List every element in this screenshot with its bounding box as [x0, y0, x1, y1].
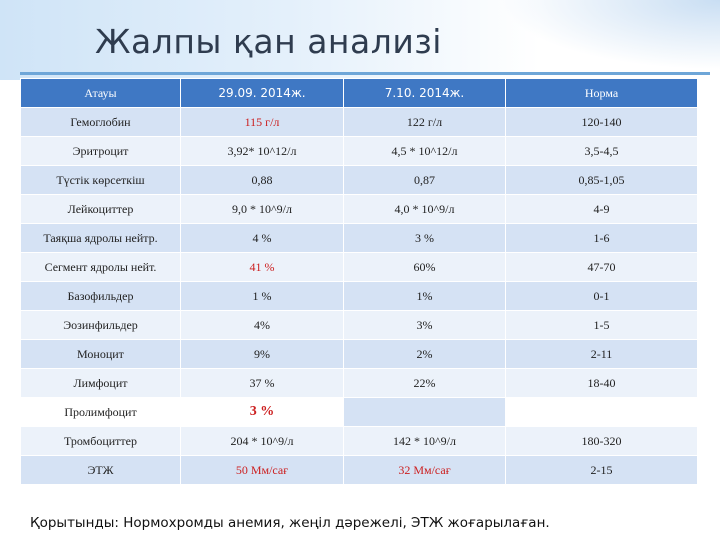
table-row: Таяқша ядролы нейтр. 4 % 3 % 1-6: [20, 223, 698, 253]
row-norm: 2-11: [505, 339, 698, 369]
row-value-2: 2%: [343, 339, 506, 369]
row-norm: 0,85-1,05: [505, 165, 698, 195]
corner-decoration: [500, 0, 720, 70]
row-value-2: 4,5 * 10^12/л: [343, 136, 506, 166]
row-norm: [505, 397, 698, 427]
row-value-2: 60%: [343, 252, 506, 282]
row-norm: 3,5-4,5: [505, 136, 698, 166]
row-value-2: 3 %: [343, 223, 506, 253]
row-name: Эритроцит: [20, 136, 181, 166]
title-divider: [20, 72, 710, 75]
row-value-1: 3 %: [180, 397, 344, 427]
row-name: ЭТЖ: [20, 455, 181, 485]
table-row: ЭТЖ 50 Мм/сағ 32 Мм/сағ 2-15: [20, 455, 698, 485]
row-norm: 18-40: [505, 368, 698, 398]
table-row: Эозинфильдер 4% 3% 1-5: [20, 310, 698, 340]
row-value-2: 0,87: [343, 165, 506, 195]
table-row: Сегмент ядролы нейт. 41 % 60% 47-70: [20, 252, 698, 282]
row-norm: 1-6: [505, 223, 698, 253]
row-norm: 120-140: [505, 107, 698, 137]
row-value-2: 22%: [343, 368, 506, 398]
row-value-1: 3,92* 10^12/л: [180, 136, 344, 166]
page-title: Жалпы қан анализі: [95, 22, 442, 61]
row-name: Лейкоциттер: [20, 194, 181, 224]
row-value-1: 115 г/л: [180, 107, 344, 137]
row-value-1: 4%: [180, 310, 344, 340]
row-value-2: 1%: [343, 281, 506, 311]
conclusion-text: Қорытынды: Нормохромды анемия, жеңіл дәр…: [30, 515, 550, 531]
table-row: Гемоглобин 115 г/л 122 г/л 120-140: [20, 107, 698, 137]
row-name: Эозинфильдер: [20, 310, 181, 340]
row-name: Сегмент ядролы нейт.: [20, 252, 181, 282]
row-value-2: 4,0 * 10^9/л: [343, 194, 506, 224]
table-row: Пролимфоцит 3 %: [20, 397, 698, 427]
row-name: Түстік көрсеткіш: [20, 165, 181, 195]
row-value-2: 32 Мм/сағ: [343, 455, 506, 485]
row-value-1: 50 Мм/сағ: [180, 455, 344, 485]
row-name: Базофильдер: [20, 281, 181, 311]
table-row: Лейкоциттер 9,0 * 10^9/л 4,0 * 10^9/л 4-…: [20, 194, 698, 224]
row-value-1: 9,0 * 10^9/л: [180, 194, 344, 224]
header-date-2: 7.10. 2014ж.: [343, 78, 506, 108]
row-value-1: 37 %: [180, 368, 344, 398]
row-norm: 2-15: [505, 455, 698, 485]
row-value-2: 3%: [343, 310, 506, 340]
row-norm: 1-5: [505, 310, 698, 340]
row-value-2: [343, 397, 506, 427]
header-date-1: 29.09. 2014ж.: [180, 78, 344, 108]
row-name: Пролимфоцит: [20, 397, 181, 427]
row-name: Тромбоциттер: [20, 426, 181, 456]
header-norm: Норма: [505, 78, 698, 108]
header-name: Атауы: [20, 78, 181, 108]
table-row: Базофильдер 1 % 1% 0-1: [20, 281, 698, 311]
row-norm: 4-9: [505, 194, 698, 224]
row-norm: 0-1: [505, 281, 698, 311]
table-row: Лимфоцит 37 % 22% 18-40: [20, 368, 698, 398]
row-value-1: 1 %: [180, 281, 344, 311]
row-value-1: 9%: [180, 339, 344, 369]
row-value-1: 204 * 10^9/л: [180, 426, 344, 456]
row-value-1: 41 %: [180, 252, 344, 282]
table-row: Түстік көрсеткіш 0,88 0,87 0,85-1,05: [20, 165, 698, 195]
row-value-2: 142 * 10^9/л: [343, 426, 506, 456]
row-name: Таяқша ядролы нейтр.: [20, 223, 181, 253]
table-header-row: Атауы 29.09. 2014ж. 7.10. 2014ж. Норма: [20, 78, 698, 108]
row-name: Моноцит: [20, 339, 181, 369]
row-norm: 180-320: [505, 426, 698, 456]
row-value-1: 0,88: [180, 165, 344, 195]
blood-test-table: Атауы 29.09. 2014ж. 7.10. 2014ж. Норма Г…: [20, 78, 698, 485]
row-norm: 47-70: [505, 252, 698, 282]
row-name: Лимфоцит: [20, 368, 181, 398]
table-row: Моноцит 9% 2% 2-11: [20, 339, 698, 369]
table-row: Эритроцит 3,92* 10^12/л 4,5 * 10^12/л 3,…: [20, 136, 698, 166]
row-name: Гемоглобин: [20, 107, 181, 137]
row-value-1: 4 %: [180, 223, 344, 253]
table-row: Тромбоциттер 204 * 10^9/л 142 * 10^9/л 1…: [20, 426, 698, 456]
row-value-2: 122 г/л: [343, 107, 506, 137]
